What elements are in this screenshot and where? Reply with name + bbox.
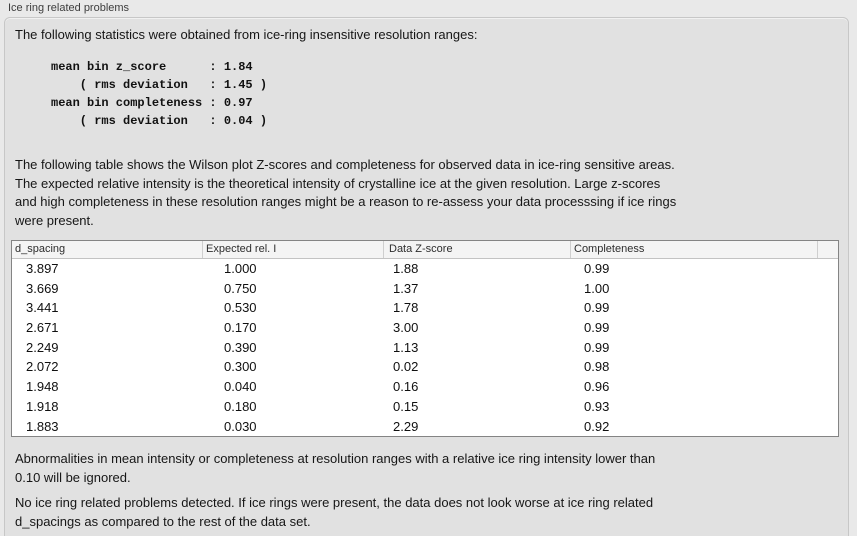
table-cell: 0.530 [224,300,257,316]
table-cell: 0.040 [224,379,257,395]
table-cell: 0.99 [584,339,610,355]
table-cell: 1.00 [584,280,610,296]
table-cell: 0.180 [224,398,257,414]
table-cell: 3.00 [393,320,419,336]
table-cell: 1.37 [393,280,419,296]
table-cell: 0.99 [584,320,610,336]
table-cell: 0.92 [584,418,610,434]
table-cell: 3.441 [26,300,59,316]
table-row[interactable]: 2.671 0.170 3.00 0.99 [12,318,838,338]
table-cell: 1.918 [26,398,59,414]
table-cell: 1.88 [393,261,419,276]
ice-ring-groupbox: The following statistics were obtained f… [4,17,849,536]
table-cell: 0.300 [224,359,257,375]
table-cell: 0.93 [584,398,610,414]
table-row[interactable]: 1.883 0.030 2.29 0.92 [12,417,838,437]
table-cell: 0.02 [393,359,419,375]
table-cell: 2.671 [26,320,59,336]
ignore-threshold-text: Abnormalities in mean intensity or compl… [15,451,656,485]
table-cell: 2.072 [26,359,59,375]
column-header-filler [818,241,838,258]
table-body: 3.897 1.000 1.88 0.99 3.669 0.750 1.37 1.00 3.44… [12,259,838,436]
table-cell: 0.750 [224,280,257,296]
table-row[interactable]: 2.249 0.390 1.13 0.99 [12,338,838,358]
conclusion-text: No ice ring related problems detected. I… [15,495,654,529]
column-header-completeness[interactable]: Completeness [571,241,818,258]
table-row[interactable]: 3.441 0.530 1.78 0.99 [12,298,838,318]
column-header-data-z-score[interactable]: Data Z-score [384,241,571,258]
table-header-row: d_spacing Expected rel. I Data Z-score Comp… [12,241,838,259]
table-cell: 2.29 [393,418,419,434]
table-row[interactable]: 3.897 1.000 1.88 0.99 [12,259,838,279]
ice-ring-table: d_spacing Expected rel. I Data Z-score Comp… [11,240,839,437]
table-cell: 0.170 [224,320,257,336]
table-cell: 0.030 [224,418,257,434]
table-cell: 0.99 [584,261,610,276]
table-cell: 1.000 [224,261,257,276]
table-row[interactable]: 1.948 0.040 0.16 0.96 [12,377,838,397]
column-header-expected-rel-i[interactable]: Expected rel. I [203,241,384,258]
table-cell: 1.13 [393,339,419,355]
section-title: Ice ring related problems [8,2,130,14]
table-row[interactable]: 3.669 0.750 1.37 1.00 [12,279,838,299]
table-cell: 0.390 [224,339,257,355]
column-header-d-spacing[interactable]: d_spacing [12,241,203,258]
table-cell: 0.98 [584,359,610,375]
table-cell: 2.249 [26,339,59,355]
table-cell: 1.78 [393,300,419,316]
table-row[interactable]: 2.072 0.300 0.02 0.98 [12,357,838,377]
table-cell: 0.16 [393,379,419,395]
table-cell: 3.669 [26,280,59,296]
table-cell: 1.948 [26,379,59,395]
stats-summary-block: mean bin z_score : 1.84 ( rms deviation … [51,60,268,128]
table-cell: 0.96 [584,379,610,395]
table-cell: 1.883 [26,418,59,434]
table-cell: 0.15 [393,398,419,414]
table-cell: 3.897 [26,261,59,276]
stats-intro-text: The following statistics were obtained f… [15,27,478,42]
table-cell: 0.99 [584,300,610,316]
table-row[interactable]: 1.918 0.180 0.15 0.93 [12,397,838,417]
table-description-text: The following table shows the Wilson plo… [15,157,677,228]
